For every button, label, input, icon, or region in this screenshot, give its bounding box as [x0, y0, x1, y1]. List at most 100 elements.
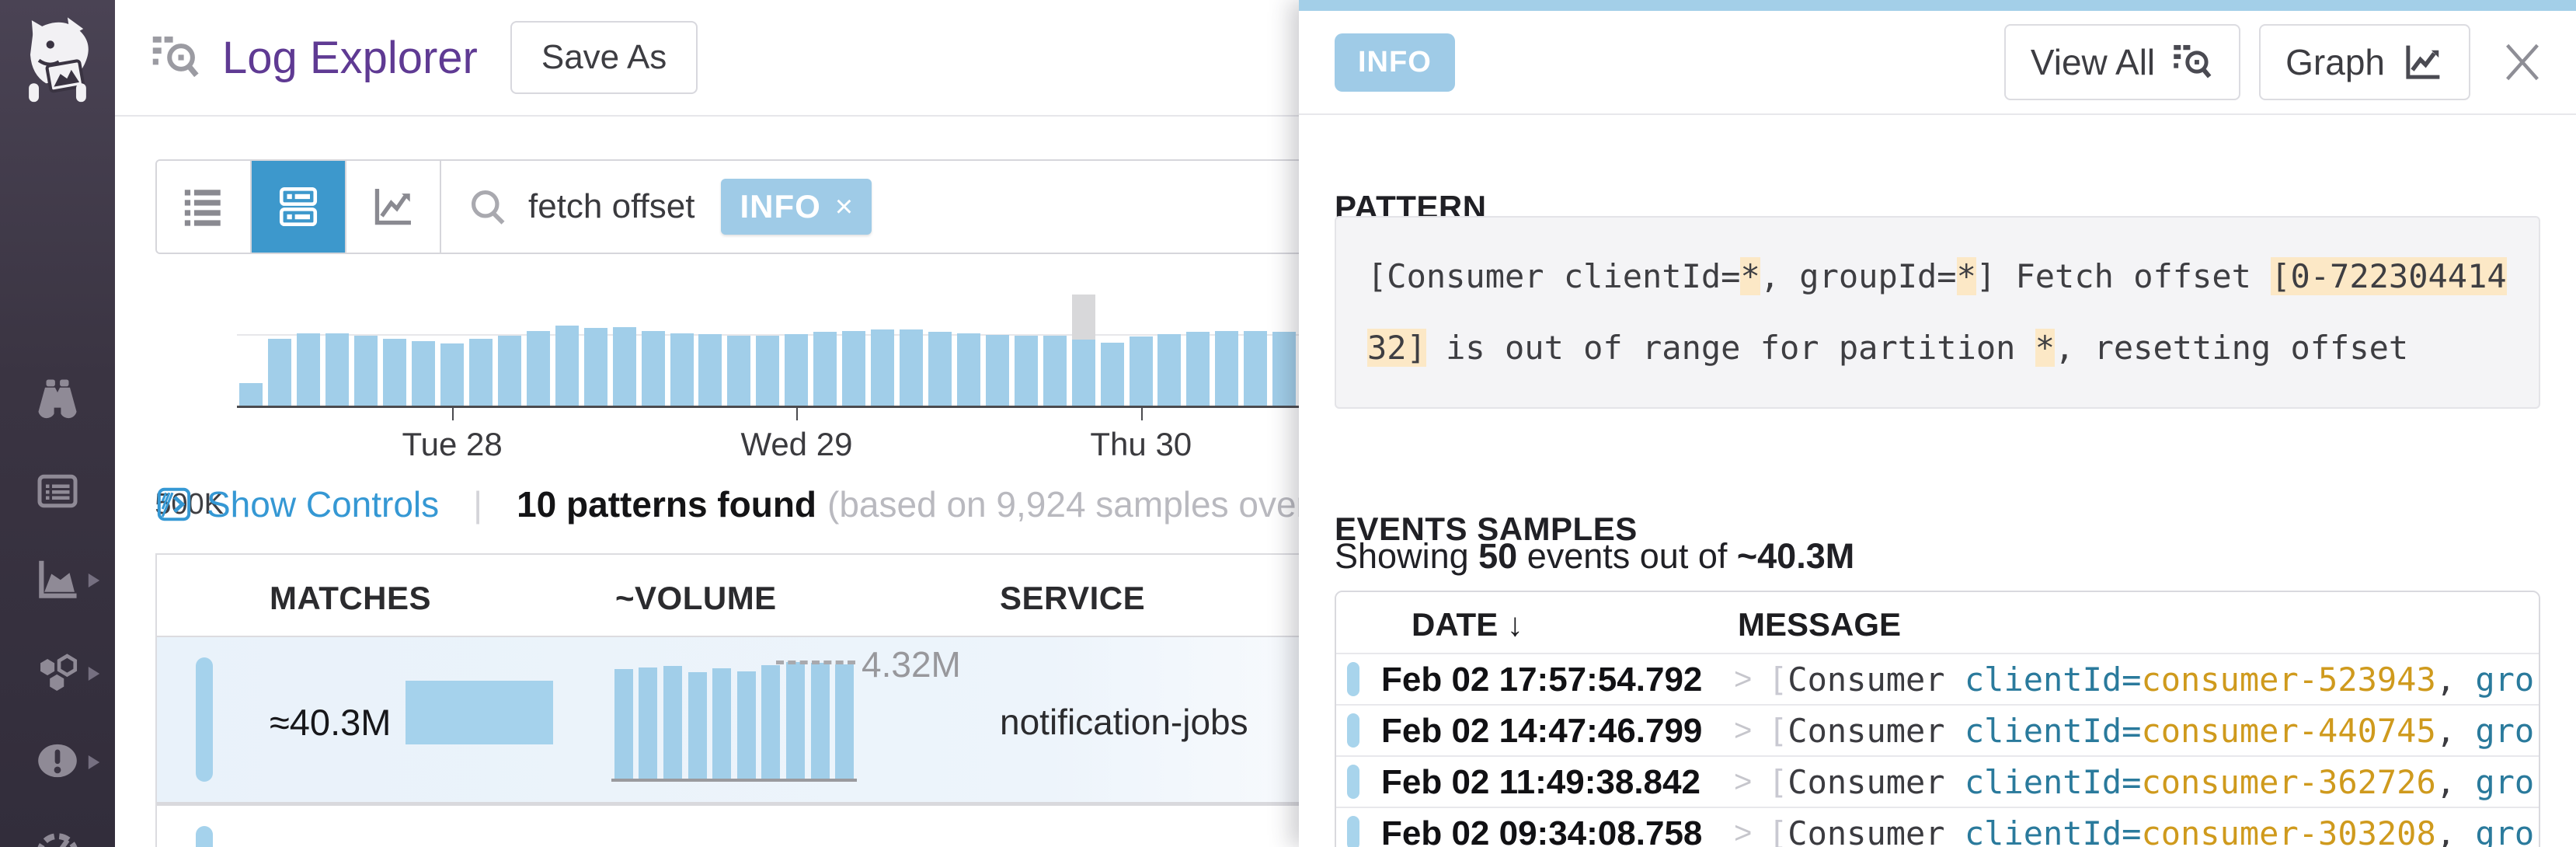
histogram-bar[interactable] — [725, 288, 754, 406]
histogram-bars — [237, 288, 1299, 406]
view-toggle-group — [155, 159, 441, 254]
histogram-bar[interactable] — [294, 288, 323, 406]
expand-chevron-icon[interactable]: > — [1734, 816, 1753, 847]
status-pill — [1347, 765, 1359, 799]
histogram-bar-fill — [1157, 334, 1182, 406]
histogram-bar[interactable] — [897, 288, 926, 406]
sidebar-item-logs[interactable] — [0, 468, 115, 514]
samples-note: (based on 9,924 samples over 40,5 — [827, 484, 1299, 525]
histogram-bar[interactable] — [639, 288, 667, 406]
histogram-bar[interactable] — [581, 288, 610, 406]
histogram-bar[interactable] — [1069, 288, 1098, 406]
histogram-bar[interactable] — [926, 288, 955, 406]
column-matches[interactable]: MATCHES — [270, 580, 432, 616]
pattern-row-partial[interactable] — [157, 806, 1299, 847]
max-volume-label: 4.32M — [862, 644, 961, 685]
close-panel-button[interactable] — [2500, 40, 2545, 85]
pattern-detail-panel: INFO View All Graph — [1299, 0, 2576, 847]
histogram-bar[interactable] — [266, 288, 294, 406]
histogram-bar[interactable] — [782, 288, 811, 406]
histogram-bar[interactable] — [467, 288, 496, 406]
histogram-bar[interactable] — [495, 288, 524, 406]
datadog-dog-icon — [29, 17, 89, 103]
view-all-button[interactable]: View All — [2003, 24, 2241, 100]
show-controls-link[interactable]: Show Controls — [155, 483, 439, 525]
toolbar: fetch offset INFO × — [155, 159, 1299, 254]
sidebar-item-monitors[interactable] — [0, 737, 115, 785]
histogram-bar[interactable] — [381, 288, 409, 406]
sidebar-item-watchdog[interactable] — [0, 375, 115, 423]
list-view-button[interactable] — [157, 161, 250, 253]
histogram-bar[interactable] — [811, 288, 840, 406]
histogram-bar[interactable] — [840, 288, 869, 406]
histogram-bar[interactable] — [438, 288, 467, 406]
histogram-bar[interactable] — [524, 288, 552, 406]
histogram-plot-area[interactable]: Tue 28 Wed 29 Thu 30 — [237, 288, 1299, 462]
event-row[interactable]: Feb 02 09:34:08.758 > [Consumer clientId=c… — [1336, 807, 2539, 847]
mini-bar — [636, 667, 661, 779]
graph-button[interactable]: Graph — [2259, 24, 2470, 100]
patterns-view-button[interactable] — [250, 161, 345, 253]
histogram-bar[interactable] — [667, 288, 696, 406]
column-volume[interactable]: ~VOLUME — [615, 580, 777, 616]
event-message: [Consumer clientId=consumer-303208, grou… — [1768, 814, 2534, 847]
histogram-bar[interactable] — [983, 288, 1011, 406]
histogram-bar[interactable] — [954, 288, 983, 406]
histogram-bar[interactable] — [754, 288, 782, 406]
histogram-bar-fill — [1215, 331, 1239, 406]
sidebar-item-dashboards[interactable] — [0, 822, 115, 847]
histogram-bar[interactable] — [409, 288, 438, 406]
histogram-bar[interactable] — [1270, 288, 1299, 406]
search-input[interactable]: fetch offset INFO × — [441, 159, 1299, 254]
column-message[interactable]: MESSAGE — [1738, 606, 1902, 643]
x-axis-tick — [452, 408, 454, 420]
column-date[interactable]: DATE ↓ — [1412, 606, 1523, 643]
histogram-bar[interactable] — [323, 288, 352, 406]
histogram-bar[interactable] — [1126, 288, 1155, 406]
histogram-bar[interactable] — [352, 288, 381, 406]
histogram-bar[interactable] — [1155, 288, 1184, 406]
search-query: fetch offset — [528, 187, 695, 225]
sidebar-item-metrics[interactable] — [0, 555, 115, 603]
pattern-row-selected[interactable]: ≈40.3M 4.32M notification-jobs — [157, 637, 1299, 802]
sort-desc-icon: ↓ — [1506, 606, 1523, 643]
datadog-logo[interactable] — [0, 0, 115, 115]
status-filter-tag[interactable]: INFO × — [721, 179, 872, 235]
histogram-bar[interactable] — [552, 288, 581, 406]
save-as-button[interactable]: Save As — [510, 21, 698, 94]
histogram-bar[interactable] — [1040, 288, 1069, 406]
mini-bar — [660, 665, 685, 779]
histogram-bar-fill — [612, 326, 636, 406]
histogram-bar[interactable] — [1184, 288, 1213, 406]
histogram-bar-fill — [928, 332, 952, 406]
histogram-bar-fill — [1014, 335, 1038, 406]
view-all-logs-icon — [2174, 44, 2212, 78]
gridline-500k — [237, 334, 1299, 336]
event-row[interactable]: Feb 02 14:47:46.799 > [Consumer clientId=c… — [1336, 704, 2539, 755]
histogram-bar[interactable] — [869, 288, 897, 406]
histogram-bar[interactable] — [1011, 288, 1040, 406]
expand-chevron-icon[interactable]: > — [1734, 713, 1753, 748]
expand-chevron-icon[interactable]: > — [1734, 765, 1753, 799]
events-table: DATE ↓ MESSAGE Feb 02 17:57:54.792 > [Cons… — [1335, 591, 2540, 847]
pattern-code-block: [Consumer clientId=*, groupId=*] Fetch o… — [1335, 216, 2540, 409]
event-date: Feb 02 09:34:08.758 — [1381, 814, 1703, 847]
histogram-bar-fill — [497, 335, 521, 406]
event-row[interactable]: Feb 02 11:49:38.842 > [Consumer clientId=c… — [1336, 755, 2539, 807]
histogram-bar[interactable] — [1098, 288, 1126, 406]
histogram-bar[interactable] — [1213, 288, 1241, 406]
sidebar-item-integrations[interactable] — [0, 648, 115, 696]
mini-bar — [734, 671, 759, 779]
remove-filter-icon[interactable]: × — [834, 189, 854, 224]
histogram-bar[interactable] — [1241, 288, 1270, 406]
analytics-view-button[interactable] — [345, 161, 440, 253]
histogram-bar[interactable] — [610, 288, 639, 406]
events-table-body: Feb 02 17:57:54.792 > [Consumer clientId=c… — [1336, 653, 2539, 847]
event-row[interactable]: Feb 02 17:57:54.792 > [Consumer clientId=c… — [1336, 653, 2539, 704]
expand-chevron-icon[interactable]: > — [1734, 662, 1753, 696]
histogram-bar[interactable] — [237, 288, 266, 406]
column-service[interactable]: SERVICE — [1000, 580, 1146, 616]
histogram-bar[interactable] — [696, 288, 725, 406]
x-axis-tick-label: Tue 28 — [402, 426, 503, 462]
sidebar — [0, 0, 115, 847]
